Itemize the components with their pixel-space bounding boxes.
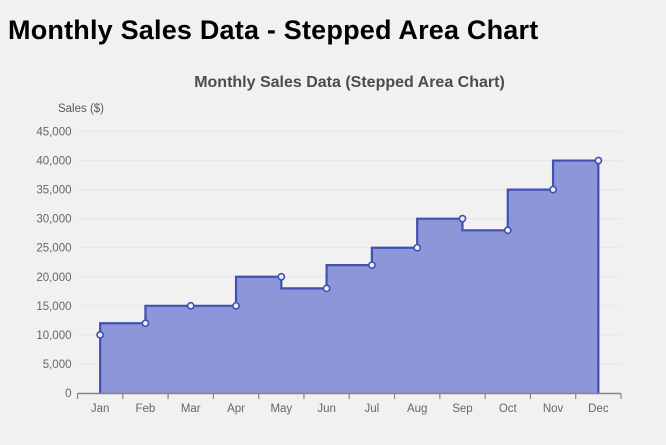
x-tick-label: Aug — [407, 403, 427, 415]
data-point-marker[interactable] — [232, 301, 240, 310]
data-point-marker[interactable] — [413, 243, 422, 252]
y-tick-label: 25,000 — [36, 243, 71, 255]
y-tick-label: 35,000 — [36, 185, 71, 197]
y-tick-label: 15,000 — [36, 301, 71, 313]
data-point-marker[interactable] — [186, 301, 195, 310]
x-tick-label: Jan — [91, 403, 110, 415]
x-tick-label: Dec — [588, 403, 609, 415]
y-tick-label: 20,000 — [36, 272, 71, 284]
y-axis-title: Sales ($) — [58, 103, 104, 115]
y-tick-label: 40,000 — [36, 156, 71, 168]
chart-title: Monthly Sales Data (Stepped Area Chart) — [194, 74, 505, 91]
y-tick-label: 10,000 — [36, 330, 71, 342]
area-fill — [100, 160, 599, 393]
data-point-marker[interactable] — [96, 330, 105, 339]
data-point-marker[interactable] — [594, 156, 603, 165]
x-tick-label: Jul — [365, 403, 380, 415]
y-tick-label: 45,000 — [36, 127, 71, 139]
x-tick-label: Mar — [181, 403, 201, 415]
data-point-marker[interactable] — [458, 214, 467, 223]
data-point-marker[interactable] — [277, 272, 286, 281]
step-line — [99, 159, 600, 393]
x-tick-label: Apr — [227, 403, 245, 415]
page-title: Monthly Sales Data - Stepped Area Chart — [8, 15, 539, 45]
x-tick-label: May — [270, 403, 292, 415]
x-tick-label: Nov — [543, 403, 564, 415]
data-point-marker[interactable] — [549, 185, 557, 194]
x-tick-label: Feb — [136, 403, 156, 415]
x-tick-label: Jun — [317, 403, 336, 415]
data-point-marker[interactable] — [503, 226, 512, 235]
data-point-marker[interactable] — [367, 261, 376, 270]
y-tick-label: 30,000 — [36, 214, 71, 226]
x-tick-label: Sep — [452, 403, 472, 415]
y-tick-label: 0 — [65, 388, 71, 400]
y-tick-label: 5,000 — [43, 359, 72, 371]
data-point-marker[interactable] — [322, 284, 331, 293]
data-point-marker[interactable] — [141, 319, 150, 328]
x-tick-label: Oct — [499, 403, 518, 415]
